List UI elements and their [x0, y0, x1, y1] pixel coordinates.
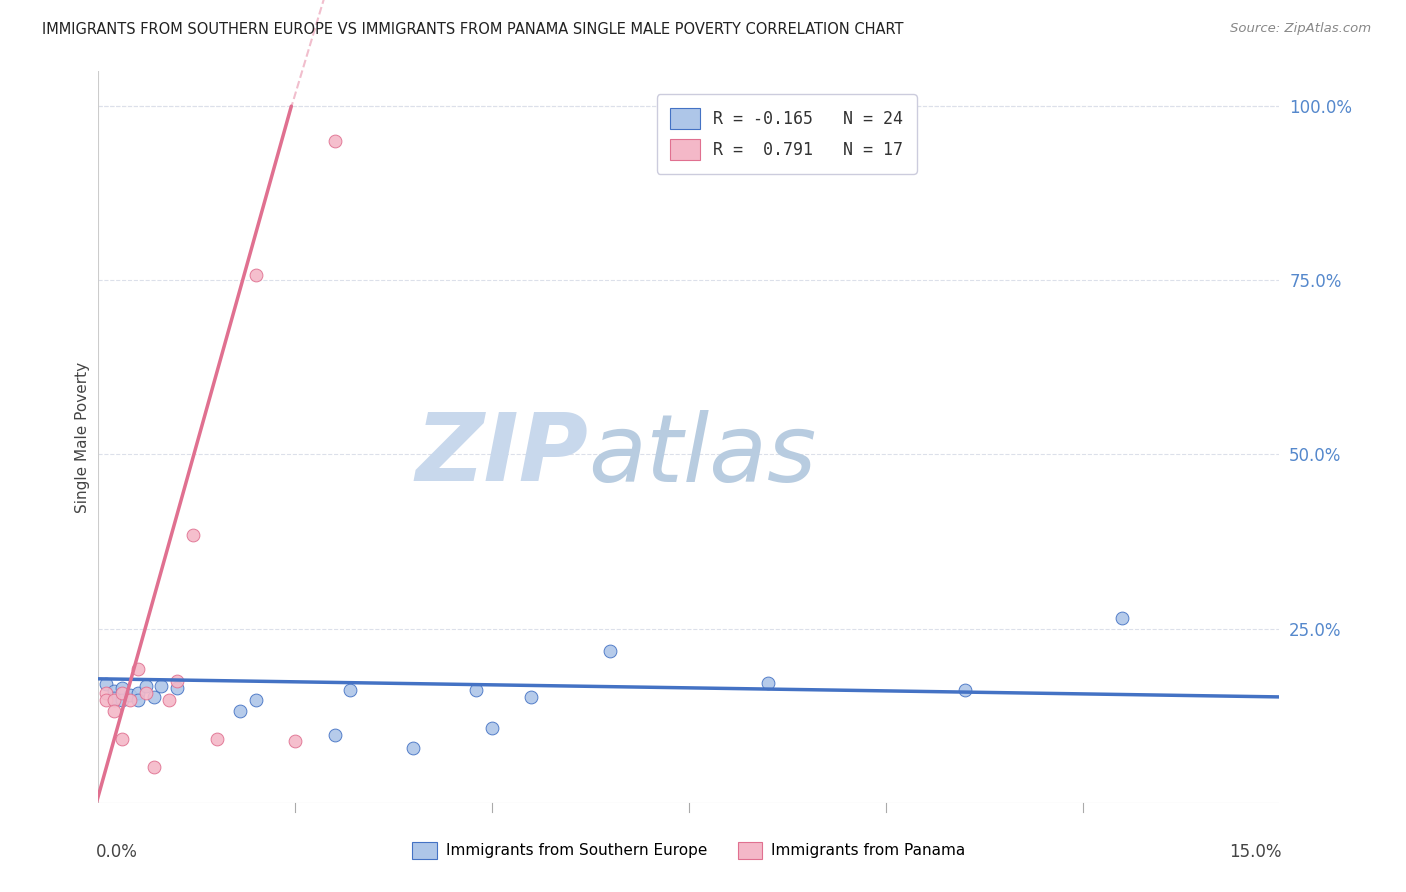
Point [157, 692, 180, 706]
Point [111, 686, 134, 700]
Point [181, 527, 204, 541]
Text: 15.0%: 15.0% [1229, 843, 1282, 861]
Point [953, 682, 976, 697]
Point [96, 686, 118, 700]
Point [1111, 611, 1133, 625]
Point [323, 727, 346, 741]
Point [127, 692, 149, 706]
Point [127, 662, 149, 676]
Point [402, 741, 425, 756]
Point [135, 686, 157, 700]
Text: ZIP: ZIP [416, 409, 589, 501]
Point [229, 704, 252, 718]
Point [142, 690, 165, 704]
Point [103, 704, 125, 718]
Point [142, 759, 165, 773]
Point [465, 682, 488, 697]
Point [111, 731, 134, 746]
Point [96, 677, 118, 691]
Text: 0.0%: 0.0% [96, 843, 138, 861]
Point [96, 692, 118, 706]
Point [205, 731, 228, 746]
Point [166, 681, 188, 695]
Point [166, 673, 188, 688]
Point [103, 691, 125, 706]
Text: atlas: atlas [589, 409, 817, 501]
Point [323, 134, 346, 148]
Text: Source: ZipAtlas.com: Source: ZipAtlas.com [1230, 22, 1371, 36]
Point [103, 684, 125, 698]
Point [111, 692, 134, 706]
Point [118, 692, 141, 706]
Point [118, 688, 141, 702]
Point [520, 690, 543, 704]
Point [339, 682, 361, 697]
Point [481, 721, 503, 735]
Text: IMMIGRANTS FROM SOUTHERN EUROPE VS IMMIGRANTS FROM PANAMA SINGLE MALE POVERTY CO: IMMIGRANTS FROM SOUTHERN EUROPE VS IMMIG… [42, 22, 904, 37]
Point [103, 692, 125, 706]
Point [756, 676, 779, 690]
Point [111, 681, 134, 695]
Point [127, 686, 149, 700]
Point [245, 692, 267, 706]
Point [135, 679, 157, 693]
Point [150, 679, 173, 693]
Point [284, 734, 307, 748]
Legend: Immigrants from Southern Europe, Immigrants from Panama: Immigrants from Southern Europe, Immigra… [406, 836, 972, 864]
Point [245, 268, 267, 282]
Point [599, 644, 621, 658]
Y-axis label: Single Male Poverty: Single Male Poverty [75, 361, 90, 513]
